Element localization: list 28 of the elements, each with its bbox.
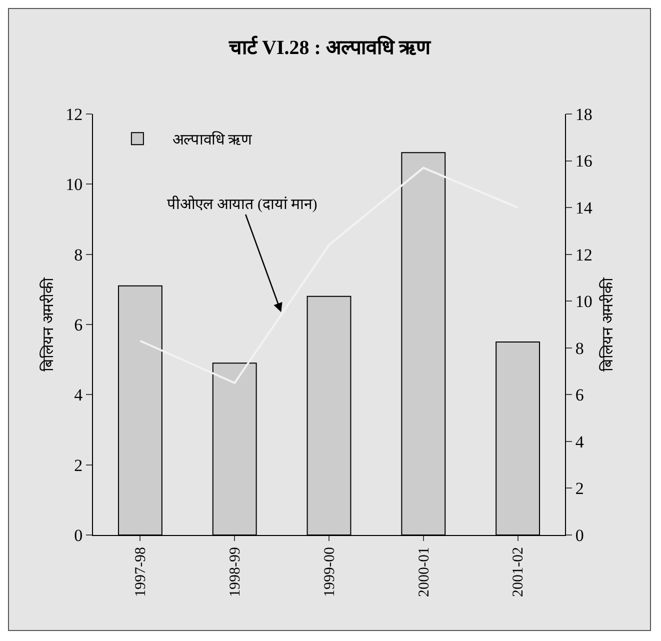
y-tick-label: 10 xyxy=(66,175,83,194)
line-series xyxy=(139,166,519,384)
y2-tick-label: 4 xyxy=(575,432,584,452)
text: पीओएल आयात (दायां मान) xyxy=(167,195,318,213)
y2-tick-label: 12 xyxy=(575,245,592,264)
y2-axis-title: बिलियन अमरीकी xyxy=(598,276,616,372)
y2-tick-label: 18 xyxy=(575,104,592,124)
x-tick-label: 2000-01 xyxy=(416,547,432,597)
y2-tick-label: 2 xyxy=(575,479,584,498)
y-tick-label: 0 xyxy=(74,526,83,545)
y2-tick-label: 6 xyxy=(575,386,584,405)
chart-title: चार्ट VI.28 : अल्पावधि ऋण xyxy=(228,35,432,60)
y2-tick-label: 14 xyxy=(575,198,593,218)
y2-tick-label: 0 xyxy=(575,526,584,545)
x-tick-label: 2001-02 xyxy=(510,547,527,597)
y2-tick-label: 16 xyxy=(575,152,592,171)
x-tick-label: 1998-99 xyxy=(227,547,244,597)
x-tick-label: 1999-00 xyxy=(322,547,338,597)
y-tick-label: 12 xyxy=(66,104,83,124)
y2-tick-label: 10 xyxy=(575,292,592,312)
y-tick-label: 4 xyxy=(74,386,84,405)
y-tick-label: 2 xyxy=(74,456,83,475)
y-tick-label: 8 xyxy=(74,245,83,264)
y-tick-label: 6 xyxy=(74,315,83,334)
legend-label: अल्पावधि ऋण xyxy=(172,130,254,149)
y2-tick-label: 8 xyxy=(575,338,584,358)
y-axis-title: बिलियन अमरीकी xyxy=(39,276,57,372)
x-tick-label: 1997-98 xyxy=(133,547,150,597)
